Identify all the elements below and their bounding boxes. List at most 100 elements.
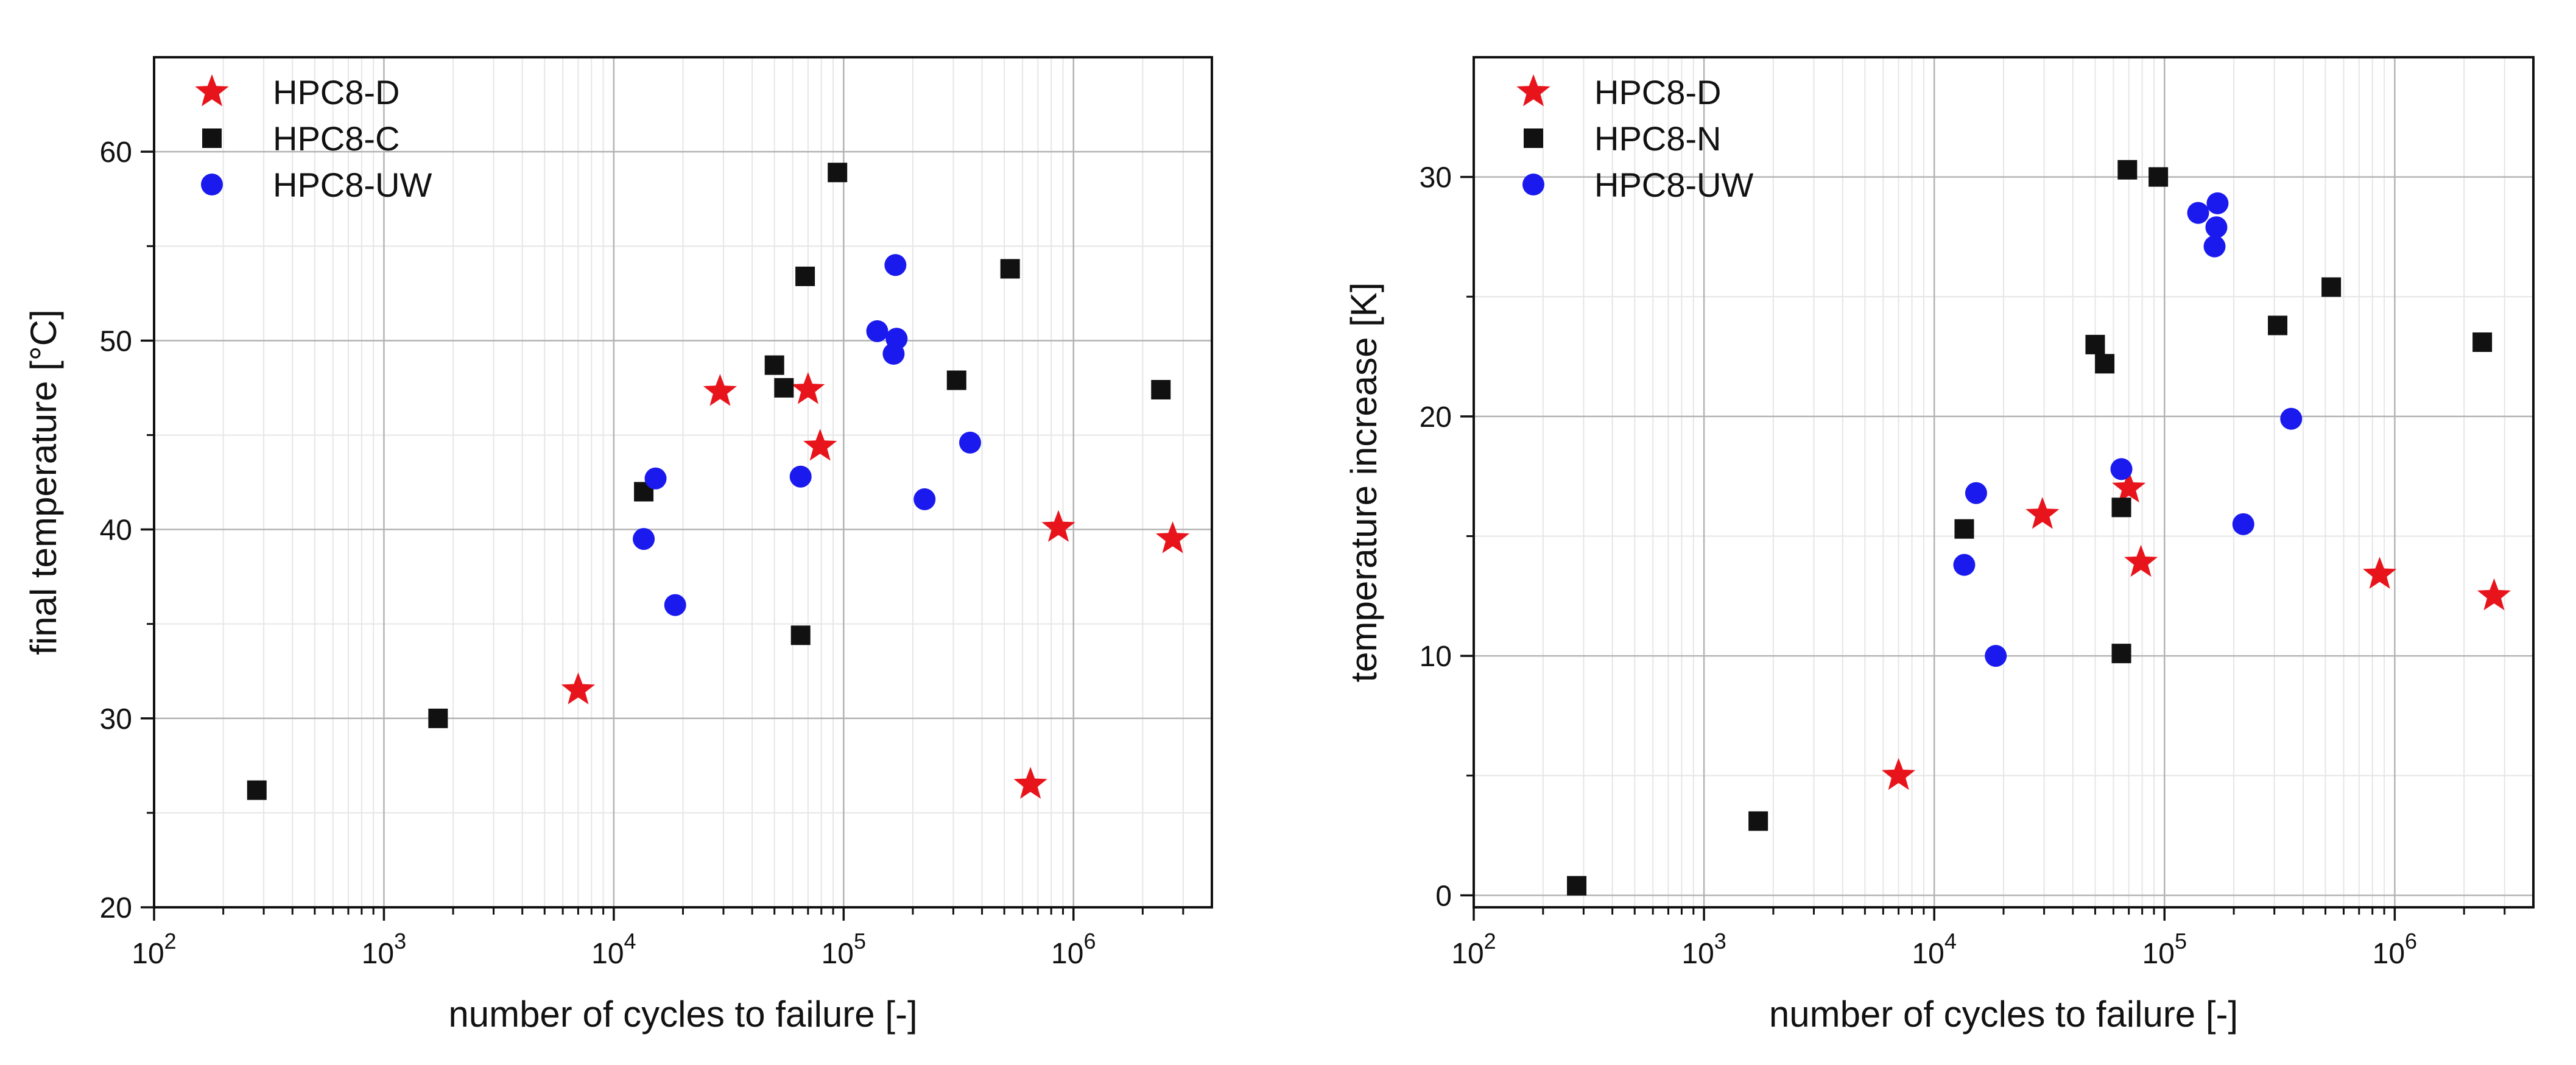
legend-label: HPC8-UW: [273, 166, 432, 204]
data-point: [2111, 644, 2131, 664]
y-tick-label: 40: [100, 515, 132, 547]
data-point: [1000, 259, 1020, 279]
data-point: [644, 467, 667, 490]
x-tick-label: 105: [822, 929, 866, 970]
data-point: [664, 594, 686, 616]
data-point: [703, 374, 737, 406]
data-point: [2112, 470, 2146, 503]
data-point: [790, 625, 811, 645]
y-tick-label: 0: [1435, 880, 1452, 912]
data-point: [2363, 557, 2397, 589]
data-point: [884, 254, 907, 276]
data-point: [1965, 482, 1987, 504]
data-point: [764, 355, 784, 375]
series-hpc8-c: [247, 163, 1171, 800]
data-point: [1041, 510, 1075, 542]
data-point: [774, 378, 794, 398]
data-point: [791, 372, 825, 404]
y-tick-label: 60: [100, 136, 132, 169]
y-axis-title: temperature increase [K]: [1343, 283, 1384, 683]
x-tick-label: 106: [2373, 929, 2417, 970]
data-point: [946, 370, 966, 390]
data-point: [795, 266, 815, 286]
y-tick-label: 30: [100, 703, 132, 736]
x-tick-label: 102: [132, 929, 176, 970]
data-point: [561, 672, 595, 705]
x-tick-label: 106: [1051, 929, 1096, 970]
y-tick-label: 50: [100, 325, 132, 357]
y-axis-title: final temperature [°C]: [23, 309, 64, 655]
legend-marker: [202, 128, 222, 148]
y-axis: 20 30 40 50 60: [100, 136, 154, 924]
data-point: [2205, 216, 2228, 239]
data-point: [2232, 513, 2254, 535]
data-point: [959, 431, 981, 454]
data-point: [1748, 811, 1768, 831]
data-point: [885, 328, 908, 350]
legend-label: HPC8-D: [273, 73, 399, 111]
legend-marker: [1522, 174, 1544, 195]
series-hpc8-d: [561, 372, 1190, 799]
x-tick-label: 104: [1912, 929, 1956, 970]
legend: HPC8-D HPC8-C HPC8-UW: [195, 73, 432, 204]
data-point: [2095, 354, 2115, 374]
data-point: [789, 465, 812, 488]
x-tick-label: 105: [2142, 929, 2187, 970]
data-point: [428, 708, 448, 728]
data-point: [1954, 519, 1974, 539]
data-point: [2111, 497, 2131, 518]
data-point: [2025, 497, 2060, 529]
legend-marker: [195, 74, 229, 107]
panel-temperature-increase: 102 103 104 105 106 0 10 20 30 number of cycles t…: [1343, 56, 2535, 1035]
y-tick-label: 20: [1420, 401, 1452, 434]
series-hpc8-uw: [1953, 192, 2303, 667]
data-point: [2124, 544, 2158, 577]
x-axis: 102 103 104 105 106: [132, 907, 1184, 970]
data-point: [2110, 458, 2133, 480]
data-point: [1151, 379, 1171, 399]
data-point: [1013, 767, 1047, 799]
legend-label: HPC8-C: [273, 119, 399, 158]
x-tick-label: 103: [362, 929, 406, 970]
legend-label: HPC8-UW: [1594, 166, 1753, 204]
x-axis-title: number of cycles to failure [-]: [448, 994, 917, 1035]
data-point: [1953, 554, 1976, 576]
data-point: [2280, 407, 2303, 430]
y-tick-label: 20: [100, 892, 132, 924]
data-point: [1985, 645, 2007, 667]
legend-marker: [1516, 74, 1550, 107]
y-tick-label: 30: [1420, 162, 1452, 194]
y-tick-label: 10: [1420, 641, 1452, 673]
panel-final-temperature: 102 103 104 105 106 20 30 40 50 60 number of cycle…: [23, 56, 1213, 1035]
legend: HPC8-D HPC8-N HPC8-UW: [1516, 73, 1753, 204]
x-tick-label: 102: [1451, 929, 1496, 970]
data-point: [1882, 757, 1916, 790]
grid: [154, 57, 1212, 907]
data-point: [2085, 334, 2105, 354]
x-axis: 102 103 104 105 106: [1451, 907, 2506, 970]
data-point: [633, 528, 655, 550]
data-point: [803, 429, 837, 461]
data-point: [2268, 315, 2288, 336]
legend-marker: [201, 174, 223, 195]
data-point: [866, 320, 889, 342]
x-axis-title: number of cycles to failure [-]: [1769, 994, 2238, 1035]
data-point: [2472, 332, 2493, 352]
data-point: [2187, 202, 2209, 224]
data-point: [2321, 277, 2342, 297]
series-hpc8-d: [1882, 470, 2511, 790]
data-point: [913, 488, 936, 510]
series-hpc8-n: [1567, 160, 2493, 896]
data-point: [828, 163, 848, 183]
data-point: [247, 780, 267, 800]
x-tick-label: 103: [1681, 929, 1726, 970]
legend-marker: [1524, 128, 1543, 148]
legend-label: HPC8-D: [1594, 73, 1721, 111]
x-tick-label: 104: [591, 929, 636, 970]
data-point: [2206, 192, 2229, 214]
data-point: [2203, 235, 2226, 258]
data-point: [1156, 521, 1190, 554]
y-axis: 0 10 20 30: [1420, 162, 1474, 912]
data-point: [2477, 578, 2511, 611]
